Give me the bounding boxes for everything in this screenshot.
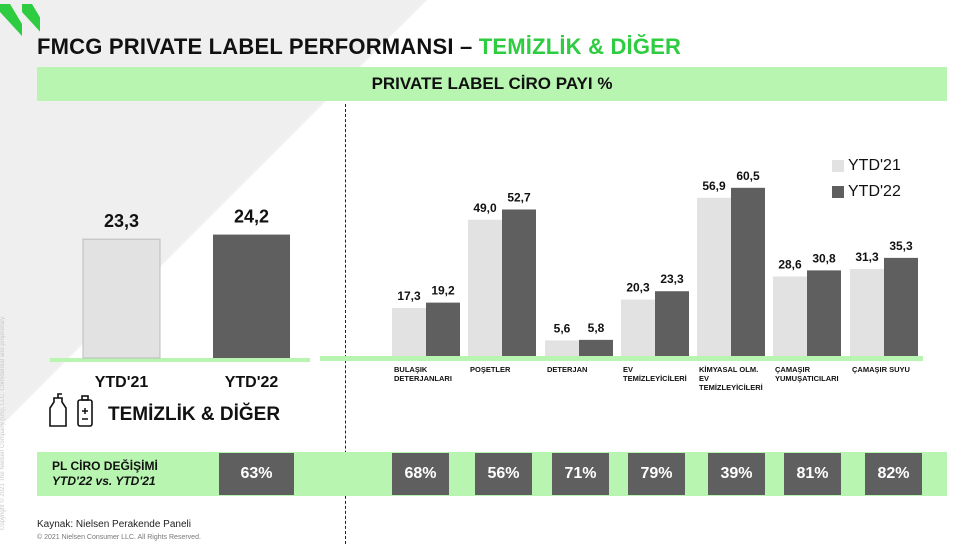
pl-change-value: 82%	[865, 453, 922, 495]
x-tick-label: DETERJANLARI	[394, 374, 452, 383]
bar-ytd22	[731, 187, 765, 356]
bar-ytd21	[82, 238, 161, 359]
x-tick-label: YTD'22	[225, 374, 279, 391]
bar-ytd22	[579, 339, 613, 356]
x-tick-label: TEMİZLEYİCİLERİ	[623, 374, 687, 383]
data-label: 52,7	[507, 190, 531, 204]
x-tick-label: EV	[623, 365, 633, 374]
data-label: 23,3	[660, 272, 684, 286]
bar-ytd22	[807, 270, 841, 356]
pl-change-value: 79%	[628, 453, 685, 495]
bar-ytd21	[697, 197, 731, 356]
data-label: 31,3	[855, 250, 879, 264]
data-label: 49,0	[473, 201, 497, 215]
data-label: 56,9	[702, 179, 726, 193]
x-tick-label: TEMİZLEYİCİLERİ	[699, 383, 763, 392]
data-label: 35,3	[889, 239, 913, 253]
x-tick-label: YUMUŞATICILARI	[775, 374, 839, 383]
x-tick-label: ÇAMAŞIR SUYU	[852, 365, 910, 374]
data-label: 20,3	[626, 281, 650, 295]
chart-subtitle: PRIVATE LABEL CİRO PAYI %	[371, 74, 613, 93]
pl-change-value: 56%	[475, 453, 532, 495]
pl-change-value: 63%	[219, 453, 294, 495]
bar-ytd22	[655, 291, 689, 356]
pl-change-value: 68%	[392, 453, 449, 495]
x-axis-band	[50, 358, 310, 362]
bar-ytd21	[773, 276, 807, 356]
x-tick-label: BULAŞIK	[394, 365, 428, 374]
data-label: 60,5	[736, 169, 760, 183]
x-tick-label: YTD'21	[95, 374, 149, 391]
data-label: 24,2	[234, 207, 269, 227]
bar-ytd21	[850, 268, 884, 356]
cleaning-products-icon	[49, 393, 93, 427]
x-tick-label: POŞETLER	[470, 365, 511, 374]
data-label: 28,6	[778, 257, 802, 271]
bar-ytd22	[213, 234, 290, 358]
source-note: Kaynak: Nielsen Perakende Paneli	[37, 519, 191, 530]
x-tick-label: EV	[699, 374, 709, 383]
x-axis-band	[320, 356, 923, 361]
bar-ytd22	[426, 302, 460, 356]
section-divider	[345, 104, 346, 544]
bar-ytd21	[545, 340, 579, 356]
pl-change-value: 39%	[708, 453, 765, 495]
x-tick-label: KİMYASAL OLM.	[699, 365, 758, 374]
bar-ytd22	[502, 209, 536, 356]
side-notice: Copyright © 2021 The Nielsen Company (US…	[0, 315, 6, 530]
x-tick-label: DETERJAN	[547, 365, 587, 374]
legend-item-ytd22: YTD'22	[832, 179, 901, 205]
data-label: 17,3	[397, 289, 421, 303]
data-label: 23,3	[104, 211, 139, 231]
brand-logo	[0, 4, 40, 36]
page-title: FMCG PRIVATE LABEL PERFORMANSI – TEMİZLİ…	[37, 34, 682, 59]
legend-swatch	[832, 186, 844, 198]
pl-change-value: 71%	[552, 453, 609, 495]
data-label: 5,8	[588, 321, 605, 335]
x-tick-label: ÇAMAŞIR	[775, 365, 811, 374]
data-label: 19,2	[431, 284, 455, 298]
category-label: TEMİZLİK & DİĞER	[108, 404, 281, 425]
legend-swatch	[832, 160, 844, 172]
bar-ytd21	[621, 299, 655, 356]
bar-ytd22	[884, 257, 918, 356]
pl-change-label: PL CİRO DEĞİŞİMİ YTD'22 vs. YTD'21	[52, 459, 158, 488]
pl-change-value: 81%	[784, 453, 841, 495]
legend-label: YTD'21	[848, 157, 901, 174]
chart-legend: YTD'21 YTD'22	[832, 153, 901, 205]
subtitle-band: PRIVATE LABEL CİRO PAYI %	[37, 67, 947, 101]
bar-ytd21	[392, 307, 426, 356]
copyright-note: © 2021 Nielsen Consumer LLC. All Rights …	[37, 534, 201, 541]
data-label: 30,8	[812, 251, 836, 265]
bar-ytd21	[468, 219, 502, 356]
data-label: 5,6	[554, 321, 571, 335]
legend-label: YTD'22	[848, 183, 901, 200]
legend-item-ytd21: YTD'21	[832, 153, 901, 179]
